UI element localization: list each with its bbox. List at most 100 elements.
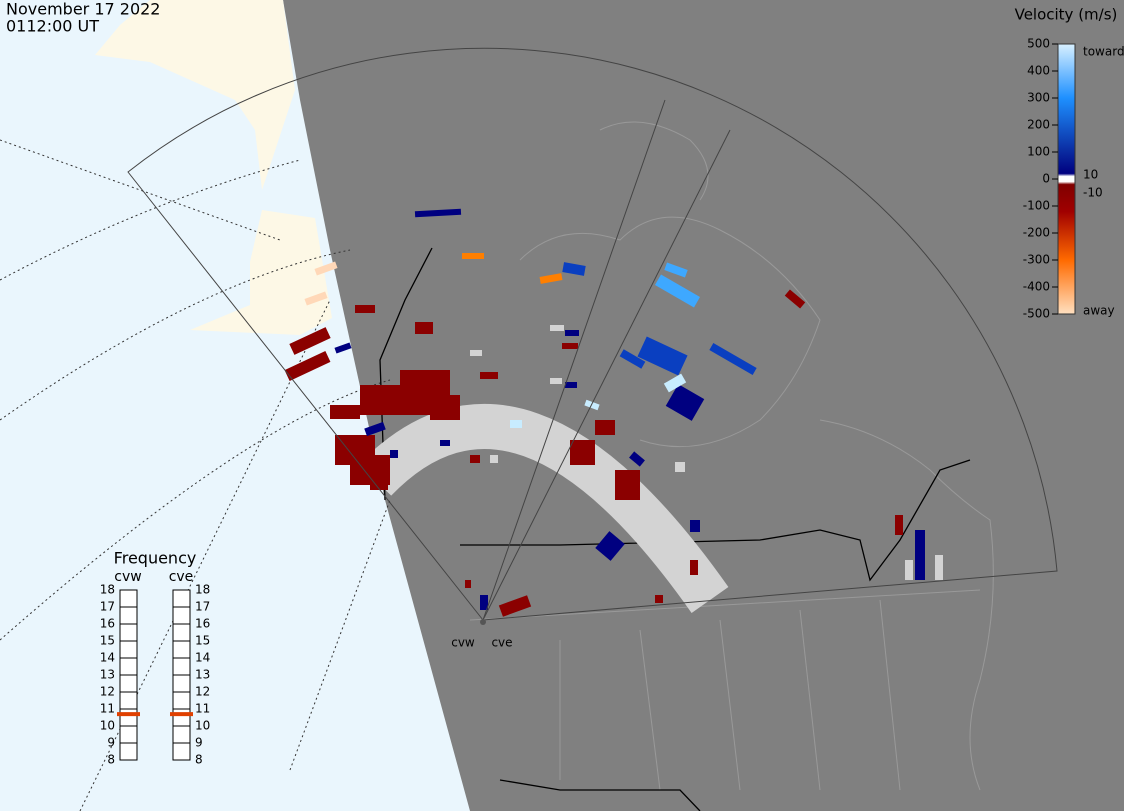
frequency-tick-label: 15 xyxy=(195,634,210,648)
echo xyxy=(480,372,498,379)
echo xyxy=(595,531,625,561)
colorbar-away: away xyxy=(1083,304,1115,318)
colorbar-tick-label: 200 xyxy=(1027,118,1050,132)
echo xyxy=(470,350,482,356)
echo xyxy=(584,399,600,411)
radar-label: cve xyxy=(491,636,512,650)
frequency-tick-label: 11 xyxy=(100,702,115,716)
graticule xyxy=(0,139,391,811)
colorbar-tick-label: -400 xyxy=(1023,280,1050,294)
frequency-tick-label: 13 xyxy=(195,668,210,682)
colorbar-inner-label: -10 xyxy=(1083,186,1103,200)
echo xyxy=(414,208,462,218)
echo xyxy=(565,382,577,388)
echo xyxy=(415,322,433,334)
echo xyxy=(498,595,532,617)
colorbar-ticks: 500 400 300 200 100 0 -100 -200 -300 -400 -500 10 -1… xyxy=(1023,37,1103,321)
echo xyxy=(629,451,645,467)
frequency-tick-label: 12 xyxy=(100,685,115,699)
frequency-tick-label: 9 xyxy=(195,736,203,750)
colorbar-tick-label: 500 xyxy=(1027,37,1050,51)
echo xyxy=(665,384,705,421)
echo xyxy=(539,273,563,284)
colorbar-tick-label: -500 xyxy=(1023,307,1050,321)
frequency-panel: cvw18171615141312111098cve18171615141312… xyxy=(100,569,211,767)
frequency-tick-label: 16 xyxy=(195,617,210,631)
land-north xyxy=(95,0,295,190)
radar-name: cve xyxy=(169,569,194,585)
echo xyxy=(289,327,331,355)
field-of-view xyxy=(127,47,1058,621)
echo xyxy=(690,560,698,575)
echo xyxy=(284,351,331,381)
echo xyxy=(595,420,615,435)
radar-label: cvw xyxy=(451,636,475,650)
ocean xyxy=(0,0,470,811)
radar-echoes xyxy=(284,208,943,617)
echo xyxy=(637,336,688,376)
echo xyxy=(784,289,806,309)
frequency-tick-label: 15 xyxy=(100,634,115,648)
echo xyxy=(550,378,562,384)
colorbar-tick-label: -300 xyxy=(1023,253,1050,267)
fov-outline xyxy=(127,47,1058,621)
echo xyxy=(510,420,522,428)
echo xyxy=(619,349,646,369)
frequency-tick-label: 12 xyxy=(195,685,210,699)
echo xyxy=(304,291,328,306)
echo xyxy=(440,440,450,446)
echo xyxy=(935,555,943,580)
land-alaska xyxy=(190,210,332,335)
echo xyxy=(360,385,400,415)
colorbar-tick-label: 100 xyxy=(1027,145,1050,159)
echo xyxy=(330,405,360,419)
ground-scatter xyxy=(358,403,729,613)
frequency-tick-label: 8 xyxy=(195,753,203,767)
date: November 17 2022 xyxy=(6,0,160,19)
echo xyxy=(465,580,471,588)
echo xyxy=(709,343,757,375)
echo xyxy=(370,470,388,490)
colorbar-tick-label: 0 xyxy=(1042,172,1050,186)
echo xyxy=(430,395,460,420)
echo xyxy=(690,520,700,532)
echo xyxy=(615,470,640,500)
echo xyxy=(314,261,338,276)
radar-site xyxy=(480,619,486,625)
colorbar-title: Velocity (m/s) xyxy=(1015,6,1118,24)
echo xyxy=(490,455,498,463)
frequency-tick-label: 16 xyxy=(100,617,115,631)
echo xyxy=(655,595,663,603)
echo xyxy=(655,274,700,308)
frequency-tick-label: 11 xyxy=(195,702,210,716)
echo xyxy=(462,253,484,259)
time: 0112:00 UT xyxy=(6,17,99,36)
echo xyxy=(663,373,687,393)
frequency-tick-label: 8 xyxy=(107,753,115,767)
beam-line xyxy=(482,99,666,621)
echo xyxy=(565,330,579,336)
echo xyxy=(390,450,398,458)
echo xyxy=(562,343,578,349)
frequency-tick-label: 14 xyxy=(100,651,115,665)
frequency-tick-label: 14 xyxy=(195,651,210,665)
colorbar-toward: toward xyxy=(1083,45,1124,59)
frequency-tick-label: 17 xyxy=(195,600,210,614)
colorbar-tick-label: 400 xyxy=(1027,64,1050,78)
echo xyxy=(664,262,688,278)
colorbar-tick-label: 300 xyxy=(1027,91,1050,105)
colorbar-tick-label: -100 xyxy=(1023,199,1050,213)
echo xyxy=(905,560,913,580)
latitude-line xyxy=(0,159,301,281)
echo xyxy=(675,462,685,472)
latitude-line xyxy=(0,379,391,641)
frequency-title: Frequency xyxy=(114,549,197,568)
frequency-tick-label: 9 xyxy=(107,736,115,750)
frequency-tick-label: 18 xyxy=(195,583,210,597)
frequency-tick-label: 13 xyxy=(100,668,115,682)
coastlines xyxy=(469,121,994,791)
echo xyxy=(334,342,352,354)
colorbar-inner-label: 10 xyxy=(1083,168,1098,182)
